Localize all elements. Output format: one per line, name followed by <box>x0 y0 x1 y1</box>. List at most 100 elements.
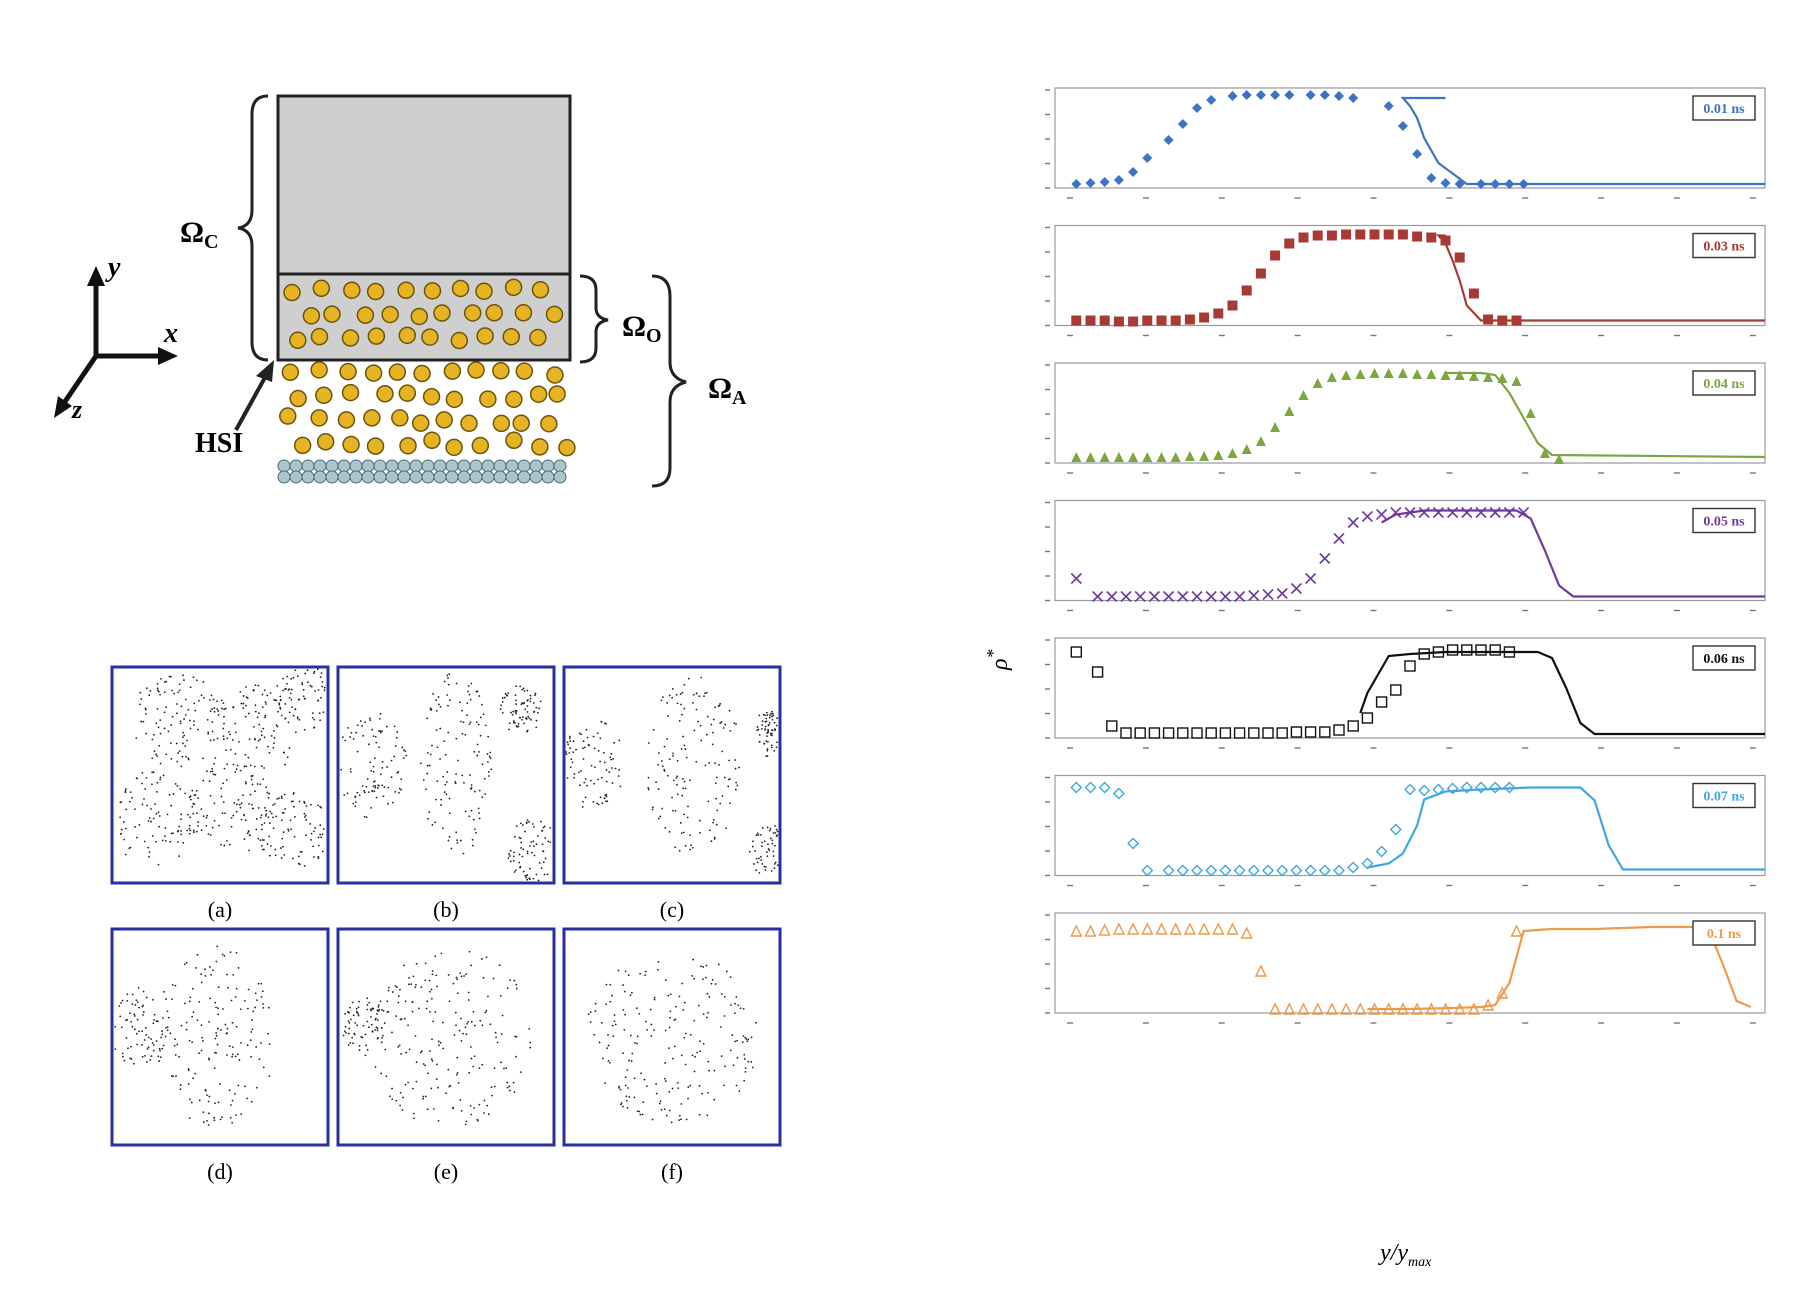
molecule-dot <box>142 720 145 723</box>
marker-stroke <box>1475 506 1487 519</box>
marker-stroke <box>1205 590 1217 603</box>
molecule-dot <box>170 757 173 760</box>
molecule-dot <box>725 827 728 830</box>
molecule-dot <box>741 1041 744 1044</box>
molecule-dot <box>447 731 450 734</box>
molecule-dot <box>624 1076 627 1079</box>
data-point <box>1426 232 1437 243</box>
molecule-dot <box>180 705 183 708</box>
molecule-dot <box>746 1040 749 1043</box>
molecule-dot <box>442 1021 444 1024</box>
molecule-dot <box>721 795 724 797</box>
molecule-dot <box>275 815 277 818</box>
data-point <box>1176 864 1189 877</box>
molecule-dot <box>374 1066 377 1068</box>
molecule-dot <box>352 802 355 805</box>
molecule-dot <box>431 970 434 972</box>
molecule-dot <box>633 1096 636 1099</box>
snapshot-grid: (a) (b) (c)(d) (e) (f) <box>110 665 782 1184</box>
molecule-dot <box>370 1009 372 1012</box>
molecule-dot <box>264 701 267 703</box>
molecule-dot <box>589 1011 592 1014</box>
molecule-dot <box>133 1013 136 1016</box>
molecule-dot <box>313 726 316 729</box>
molecule-dot <box>280 819 283 822</box>
molecule-dot <box>130 1020 133 1023</box>
data-point <box>1369 368 1380 378</box>
molecule-dot <box>349 768 352 770</box>
marker-stroke <box>1234 590 1246 603</box>
molecule-dot <box>256 783 259 785</box>
wall-atom <box>361 470 375 484</box>
molecule-dot <box>200 981 203 984</box>
plot-frame <box>1054 87 1766 189</box>
molecule-dot <box>269 810 272 813</box>
molecule-dot <box>260 814 263 817</box>
molecule-dot <box>407 983 410 986</box>
data-point <box>1325 1002 1339 1015</box>
molecule-dot <box>506 1081 509 1084</box>
molecule-dot <box>719 1026 722 1028</box>
molecule-dot <box>374 735 377 738</box>
molecule-dot <box>412 1087 414 1090</box>
molecule-dot <box>132 1062 135 1065</box>
molecule-dot <box>522 687 525 690</box>
molecule-dot <box>173 1044 176 1047</box>
molecule-dot <box>698 1113 701 1116</box>
particle <box>343 281 361 299</box>
molecule-dot <box>678 1114 681 1117</box>
molecule-dot <box>366 778 369 780</box>
molecule-dot <box>155 1040 158 1043</box>
molecule-dot <box>493 1067 496 1070</box>
molecule-dot <box>671 696 674 699</box>
molecule-dot <box>214 1001 217 1004</box>
molecule-dot <box>239 769 242 772</box>
molecule-dot <box>225 779 228 781</box>
molecule-dot <box>540 820 542 823</box>
molecule-dot <box>283 793 286 796</box>
molecule-dot <box>590 764 593 767</box>
molecule-dot <box>446 771 449 773</box>
molecule-dot <box>666 774 669 777</box>
molecule-dot <box>344 1012 347 1015</box>
molecule-dot <box>245 782 247 785</box>
molecule-dot <box>272 816 274 819</box>
molecule-dot <box>414 986 417 989</box>
molecule-dot <box>549 827 552 829</box>
molecule-dot <box>354 1021 357 1024</box>
data-point <box>1134 590 1146 603</box>
molecule-dot <box>538 862 541 864</box>
molecule-dot <box>286 675 289 678</box>
profile-panel: 0.06 ns <box>1045 637 1766 749</box>
overlap-particles <box>283 278 564 350</box>
data-point <box>1511 315 1522 326</box>
molecule-dot <box>478 789 481 792</box>
molecule-dot <box>758 857 760 860</box>
molecule-dot <box>371 1008 374 1010</box>
molecule-dot <box>279 698 282 701</box>
molecule-dot <box>464 810 467 813</box>
molecule-dot <box>287 689 290 691</box>
molecule-dot <box>748 850 751 853</box>
molecule-dot <box>773 867 776 870</box>
molecule-dot <box>141 1044 143 1046</box>
data-point <box>1113 175 1124 185</box>
molecule-dot <box>310 832 313 835</box>
molecule-dot <box>627 974 630 976</box>
molecule-dot <box>732 1064 735 1067</box>
data-point <box>1099 452 1110 462</box>
molecule-dot <box>729 729 732 732</box>
molecule-dot <box>282 689 284 692</box>
molecule-dot <box>373 780 376 783</box>
molecule-dot <box>120 1002 122 1004</box>
molecule-dot <box>364 1054 367 1057</box>
molecule-dot <box>651 808 654 811</box>
wall-atom <box>337 470 351 484</box>
molecule-dot <box>582 740 585 743</box>
particle <box>479 390 497 408</box>
data-point <box>1262 588 1274 601</box>
molecule-dot <box>213 1119 216 1122</box>
molecule-dot <box>605 1003 608 1006</box>
molecule-dot <box>567 743 570 746</box>
droplet-snapshots: (a) (b) (c) (d) (e) (f) <box>110 655 940 1285</box>
